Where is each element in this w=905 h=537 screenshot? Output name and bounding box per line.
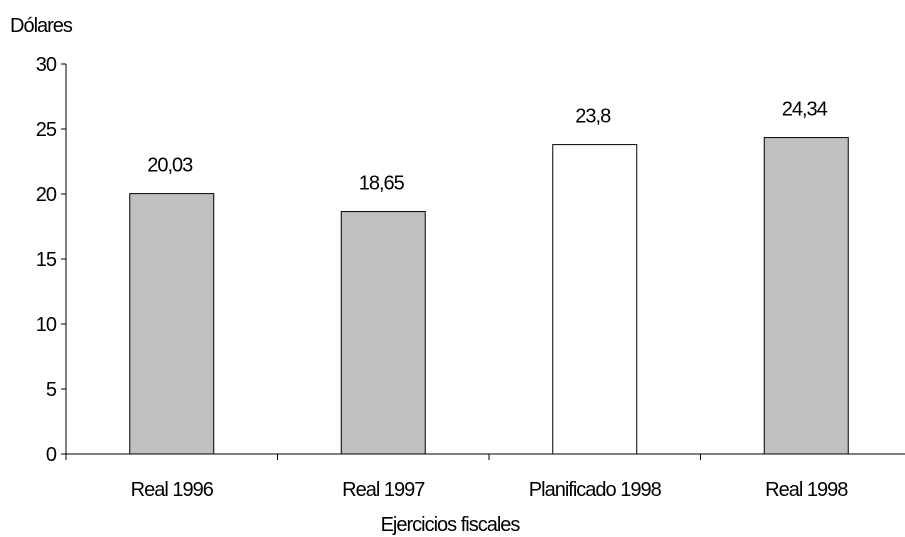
category-labels: Real 1996 Real 1997 Planificado 1998 Real 1… <box>131 479 850 501</box>
y-tick-label: 10 <box>36 314 57 336</box>
data-label: 24,34 <box>782 99 828 121</box>
y-tick-label: 5 <box>46 379 57 401</box>
y-tick-label: 25 <box>36 119 57 141</box>
data-label: 18,65 <box>359 173 405 195</box>
x-tick-label: Real 1996 <box>131 479 214 501</box>
y-tick-label: 20 <box>36 184 57 206</box>
y-tick-label: 15 <box>36 249 57 271</box>
x-tick-label: Planificado 1998 <box>529 479 662 501</box>
y-tick-label: 30 <box>36 54 57 76</box>
y-axis-label: Dólares <box>10 15 73 37</box>
x-axis-label: Ejercicios fiscales <box>381 514 521 536</box>
x-tick-label: Real 1998 <box>765 479 848 501</box>
bar <box>340 211 426 455</box>
data-label: 23,8 <box>575 106 611 128</box>
y-axis: 0 5 10 15 20 25 30 <box>36 54 67 466</box>
value-labels: 20,03 18,65 23,8 24,34 <box>147 99 828 195</box>
bar <box>763 137 849 455</box>
bars <box>129 137 849 455</box>
data-label: 20,03 <box>147 155 193 177</box>
bar <box>552 144 638 455</box>
x-tick-label: Real 1997 <box>342 479 425 501</box>
bar <box>129 193 215 455</box>
x-axis <box>65 453 905 460</box>
y-tick-label: 0 <box>46 444 57 466</box>
